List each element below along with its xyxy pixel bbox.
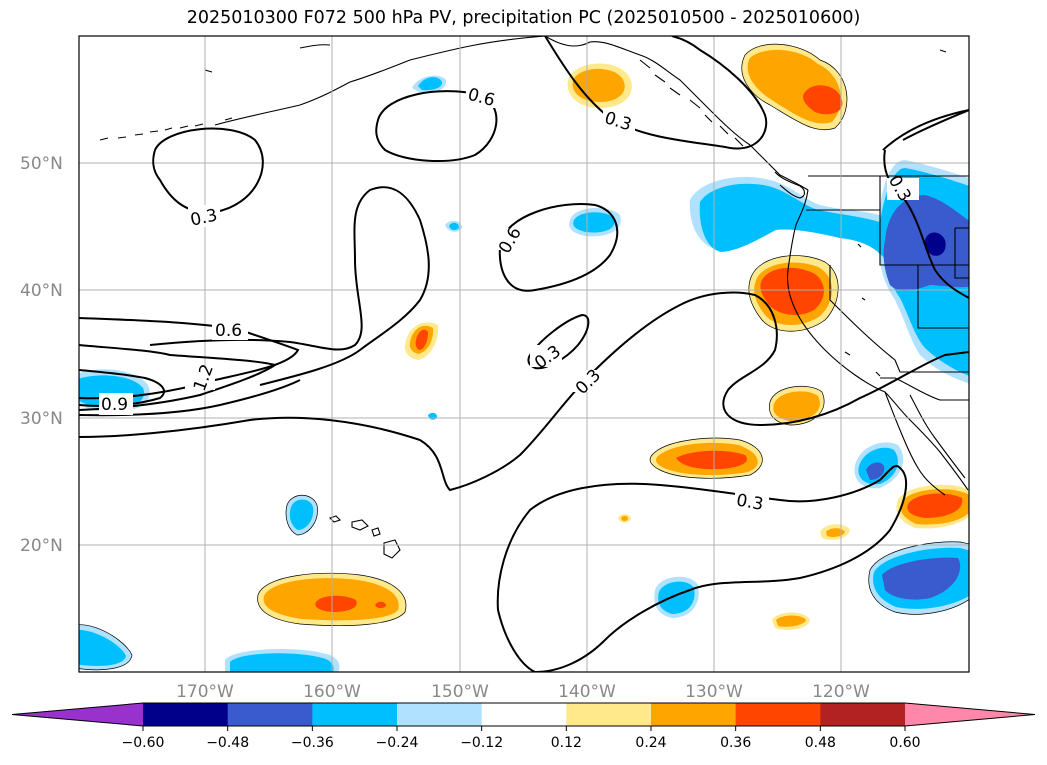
contour-0.3-northwest bbox=[152, 127, 264, 214]
colorbar-tick-label: 0.60 bbox=[889, 735, 920, 751]
alaska-coast-2 bbox=[299, 44, 331, 49]
colorbar-tick-label: −0.12 bbox=[460, 735, 503, 751]
lat-label: 20°N bbox=[20, 536, 63, 556]
precip-area bbox=[315, 595, 357, 612]
colorbar-tick-label: −0.60 bbox=[122, 735, 165, 751]
state-border bbox=[806, 209, 969, 266]
colorbar-extension-low bbox=[12, 703, 143, 726]
colorbar-tick-label: 0.48 bbox=[805, 735, 836, 751]
lon-label: 170°W bbox=[176, 682, 234, 702]
bc-coast bbox=[544, 36, 809, 191]
precip-area bbox=[418, 77, 443, 91]
precip-area bbox=[773, 391, 820, 421]
colorbar-segment bbox=[566, 703, 652, 726]
precip-area bbox=[289, 499, 314, 530]
precip-area bbox=[572, 68, 625, 102]
hawaii-islands bbox=[328, 515, 401, 559]
contour-0.3-west-lobe bbox=[149, 186, 430, 386]
gulf-of-california bbox=[909, 394, 966, 479]
state-border bbox=[954, 227, 969, 279]
vancouver-island bbox=[774, 171, 806, 199]
map-background bbox=[79, 36, 969, 672]
map-frame bbox=[78, 35, 970, 673]
colorbar-extension-high bbox=[905, 703, 1035, 726]
colorbar-segment bbox=[481, 703, 567, 726]
precipitation-shading bbox=[79, 44, 969, 672]
precip-area bbox=[882, 557, 961, 600]
state-border bbox=[917, 265, 969, 329]
contour-label: 0.9 bbox=[101, 395, 128, 415]
lat-label: 40°N bbox=[20, 281, 63, 301]
contour-0.6-west bbox=[79, 317, 300, 400]
lon-label: 160°W bbox=[303, 682, 361, 702]
precip-area bbox=[866, 462, 885, 480]
baja-peninsula bbox=[884, 391, 946, 496]
state-border bbox=[829, 265, 969, 373]
precip-area bbox=[907, 493, 963, 518]
contour-label: 0.6 bbox=[215, 321, 242, 341]
longitude-labels: 170°W 160°W 150°W 140°W 130°W 120°W bbox=[176, 682, 870, 702]
colorbar-tick-label: 0.24 bbox=[635, 735, 666, 751]
lat-label: 50°N bbox=[20, 154, 63, 174]
contour-0.3-mid bbox=[498, 203, 619, 292]
precip-area bbox=[658, 581, 695, 614]
contour-0.6-north bbox=[375, 90, 498, 163]
coastlines bbox=[99, 36, 969, 559]
colorbar-tick-label: −0.48 bbox=[206, 735, 249, 751]
contour-0.3-south bbox=[496, 464, 908, 672]
bc-islands bbox=[639, 59, 744, 147]
precip-area bbox=[415, 329, 428, 350]
colorbar-tick-label: −0.36 bbox=[291, 735, 334, 751]
contour-0.6-east-b bbox=[883, 149, 969, 299]
contour-0.3-gulf-alaska bbox=[544, 36, 768, 150]
colorbar-tick-label: −0.24 bbox=[376, 735, 419, 751]
map-title: 2025010300 F072 500 hPa PV, precipitatio… bbox=[186, 8, 861, 28]
precip-area bbox=[776, 615, 806, 627]
alaska-coast bbox=[214, 36, 546, 126]
aleutian-islands bbox=[99, 69, 233, 141]
precip-area bbox=[826, 528, 845, 537]
lon-label: 130°W bbox=[685, 682, 743, 702]
lon-label: 120°W bbox=[812, 682, 870, 702]
colorbar: −0.60 −0.48 −0.36 −0.24 −0.12 0.12 0.24 0.36 0.4… bbox=[11, 702, 1036, 751]
contour-1.2-west bbox=[79, 379, 301, 417]
precip-area bbox=[79, 630, 126, 666]
precip-area bbox=[676, 450, 748, 470]
precip-area bbox=[230, 653, 334, 672]
colorbar-segment bbox=[397, 703, 483, 726]
contour-label-group: 0.6 0.3 0.3 0.6 0.3 0.6 0.3 0.3 1.2 0.9 … bbox=[99, 85, 919, 515]
precip-area bbox=[449, 222, 459, 231]
precip-outlines bbox=[79, 43, 969, 671]
minor-islands bbox=[844, 49, 947, 377]
precip-area bbox=[375, 601, 386, 609]
lon-label: 150°W bbox=[431, 682, 489, 702]
contour-0.3-edge bbox=[902, 109, 969, 141]
precip-area bbox=[621, 515, 628, 522]
precip-area bbox=[803, 85, 843, 115]
colorbar-tick-label: 0.12 bbox=[551, 735, 582, 751]
precip-area bbox=[760, 267, 824, 315]
colorbar-segment bbox=[143, 703, 229, 726]
colorbar-segment bbox=[820, 703, 906, 726]
contour-label: 0.3 bbox=[735, 490, 765, 514]
us-west-coast bbox=[786, 189, 969, 491]
precip-area bbox=[573, 212, 615, 233]
lon-label: 140°W bbox=[558, 682, 616, 702]
colorbar-segment bbox=[735, 703, 821, 726]
mexico-border bbox=[880, 377, 969, 401]
contour-0.9-west bbox=[79, 344, 278, 411]
latitude-labels: 50°N 40°N 30°N 20°N bbox=[20, 154, 63, 556]
contour-0.6-east bbox=[882, 109, 969, 151]
lat-label: 30°N bbox=[20, 409, 63, 429]
colorbar-segment bbox=[651, 703, 737, 726]
colorbar-segment bbox=[312, 703, 398, 726]
gridlines bbox=[79, 36, 969, 672]
contour-0.3-central bbox=[79, 291, 969, 492]
colorbar-tick-label: 0.36 bbox=[720, 735, 751, 751]
colorbar-segment bbox=[227, 703, 313, 726]
precip-area bbox=[924, 232, 946, 256]
